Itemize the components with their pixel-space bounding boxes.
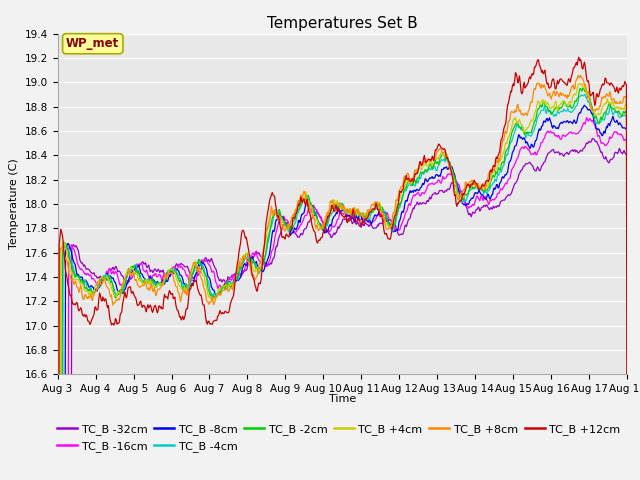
Y-axis label: Temperature (C): Temperature (C) [9, 158, 19, 250]
Legend: TC_B -32cm, TC_B -16cm, TC_B -8cm, TC_B -4cm, TC_B -2cm, TC_B +4cm, TC_B +8cm, T: TC_B -32cm, TC_B -16cm, TC_B -8cm, TC_B … [58, 424, 620, 452]
X-axis label: Time: Time [329, 394, 356, 404]
Title: Temperatures Set B: Temperatures Set B [267, 16, 418, 31]
Text: WP_met: WP_met [66, 37, 120, 50]
